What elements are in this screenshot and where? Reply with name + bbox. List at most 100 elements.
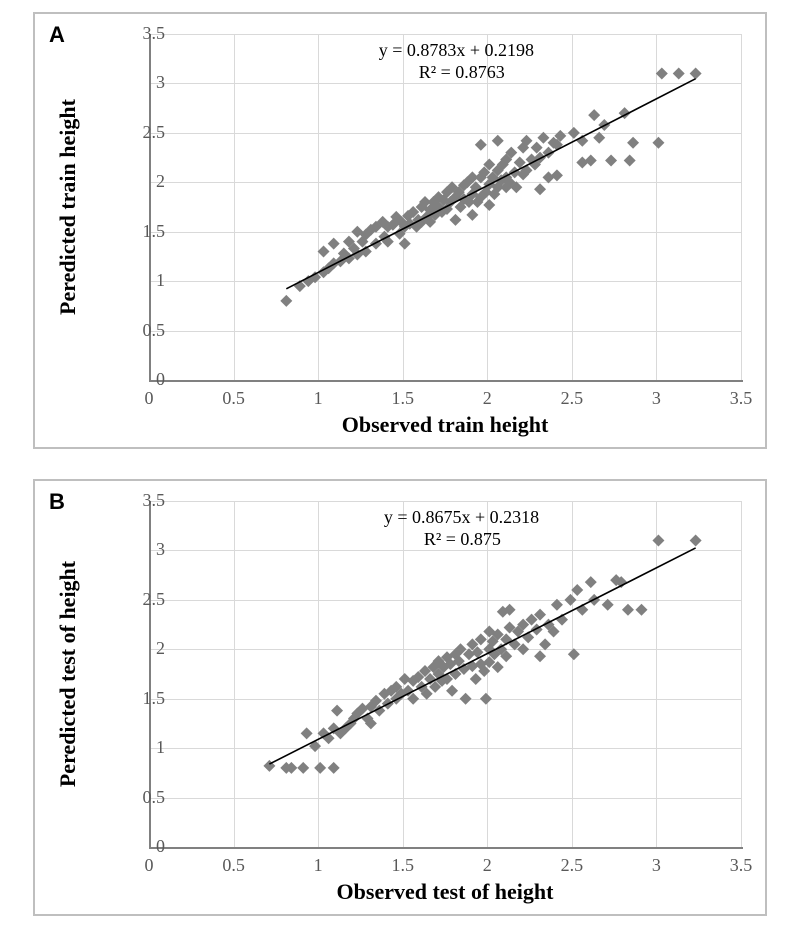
scatter-marker-icon (328, 238, 340, 250)
scatter-marker-icon (539, 638, 551, 650)
panel-b-trendline (269, 548, 695, 764)
x-tick-label: 3.5 (721, 855, 761, 876)
scatter-marker-icon (605, 155, 617, 167)
y-tick-label: 0.5 (115, 320, 165, 341)
y-tick-label: 3.5 (115, 23, 165, 44)
panel-a-x-axis-label: Observed train height (149, 412, 741, 438)
scatter-marker-icon (585, 155, 597, 167)
scatter-marker-icon (280, 295, 292, 307)
scatter-marker-icon (328, 762, 340, 774)
scatter-marker-icon (571, 584, 583, 596)
y-tick-label: 0.5 (115, 787, 165, 808)
scatter-marker-icon (602, 599, 614, 611)
scatter-marker-icon (480, 693, 492, 705)
scatter-marker-icon (622, 604, 634, 616)
panel-b-y-axis-label-text: Peredicted test of height (55, 561, 81, 787)
y-tick-label: 1.5 (115, 221, 165, 242)
scatter-marker-icon (492, 135, 504, 147)
scatter-marker-icon (593, 132, 605, 144)
scatter-marker-icon (656, 68, 668, 80)
panel-a-equation-text: y = 0.8783x + 0.2198 (379, 40, 534, 61)
panel-a-plot-area (149, 34, 743, 382)
scatter-marker-icon (449, 214, 461, 226)
y-tick-label: 2 (115, 171, 165, 192)
y-tick-label: 1 (115, 270, 165, 291)
x-tick-label: 1.5 (383, 855, 423, 876)
x-tick-label: 2 (467, 855, 507, 876)
scatter-marker-icon (309, 740, 321, 752)
y-tick-label: 1 (115, 737, 165, 758)
panel-b-plot-area (149, 501, 743, 849)
scatter-marker-icon (483, 199, 495, 211)
scatter-marker-icon (564, 594, 576, 606)
scatter-marker-icon (531, 142, 543, 154)
x-tick-label: 1.5 (383, 388, 423, 409)
panel-a-r2-text: R² = 0.8763 (419, 62, 505, 83)
panel-b-markers (263, 535, 701, 774)
scatter-marker-icon (460, 693, 472, 705)
scatter-marker-icon (588, 109, 600, 121)
scatter-marker-icon (534, 183, 546, 195)
scatter-marker-icon (318, 245, 330, 257)
scatter-marker-icon (297, 762, 309, 774)
x-tick-label: 0.5 (214, 388, 254, 409)
x-tick-label: 2.5 (552, 388, 592, 409)
scatter-marker-icon (673, 68, 685, 80)
scatter-marker-icon (551, 169, 563, 181)
y-tick-label: 3 (115, 539, 165, 560)
y-tick-label: 3.5 (115, 490, 165, 511)
scatter-marker-icon (624, 155, 636, 167)
scatter-marker-icon (568, 127, 580, 139)
scatter-marker-icon (331, 705, 343, 717)
scatter-marker-icon (652, 535, 664, 547)
scatter-marker-icon (576, 157, 588, 169)
scatter-marker-icon (446, 685, 458, 697)
scatter-marker-icon (534, 650, 546, 662)
panel-b-r2-text: R² = 0.875 (424, 529, 501, 550)
panel-a-y-axis-label-text: Peredicted train height (55, 99, 81, 315)
y-tick-label: 3 (115, 72, 165, 93)
x-tick-label: 0 (129, 388, 169, 409)
y-tick-label: 1.5 (115, 688, 165, 709)
figure-page: A Observed train height Peredicted train… (0, 0, 800, 931)
scatter-marker-icon (301, 727, 313, 739)
panel-b-y-axis-label: Peredicted test of height (53, 501, 83, 847)
scatter-marker-icon (399, 673, 411, 685)
panel-a-y-axis-label: Peredicted train height (53, 34, 83, 380)
x-tick-label: 2 (467, 388, 507, 409)
scatter-marker-icon (585, 576, 597, 588)
scatter-marker-icon (568, 648, 580, 660)
x-tick-label: 3.5 (721, 388, 761, 409)
panel-b-x-axis-label: Observed test of height (149, 879, 741, 905)
panel-a-svg (151, 34, 743, 380)
scatter-marker-icon (314, 762, 326, 774)
y-tick-label: 2.5 (115, 589, 165, 610)
x-tick-label: 3 (636, 388, 676, 409)
panel-a: A Observed train height Peredicted train… (33, 12, 767, 449)
panel-a-markers (280, 68, 701, 307)
scatter-marker-icon (690, 68, 702, 80)
panel-b-equation-text: y = 0.8675x + 0.2318 (384, 507, 539, 528)
scatter-marker-icon (537, 132, 549, 144)
scatter-marker-icon (636, 604, 648, 616)
x-tick-label: 1 (298, 855, 338, 876)
y-tick-label: 2.5 (115, 122, 165, 143)
x-tick-label: 1 (298, 388, 338, 409)
scatter-marker-icon (470, 673, 482, 685)
scatter-marker-icon (542, 171, 554, 183)
scatter-marker-icon (466, 209, 478, 221)
scatter-marker-icon (690, 535, 702, 547)
scatter-marker-icon (551, 599, 563, 611)
x-tick-label: 2.5 (552, 855, 592, 876)
x-tick-label: 3 (636, 855, 676, 876)
y-tick-label: 0 (115, 369, 165, 390)
panel-b-svg (151, 501, 743, 847)
y-tick-label: 0 (115, 836, 165, 857)
y-tick-label: 2 (115, 638, 165, 659)
panel-a-trendline (286, 79, 695, 289)
scatter-marker-icon (652, 137, 664, 149)
panel-b: B Observed test of height Peredicted tes… (33, 479, 767, 916)
scatter-marker-icon (531, 624, 543, 636)
scatter-marker-icon (627, 137, 639, 149)
x-tick-label: 0 (129, 855, 169, 876)
